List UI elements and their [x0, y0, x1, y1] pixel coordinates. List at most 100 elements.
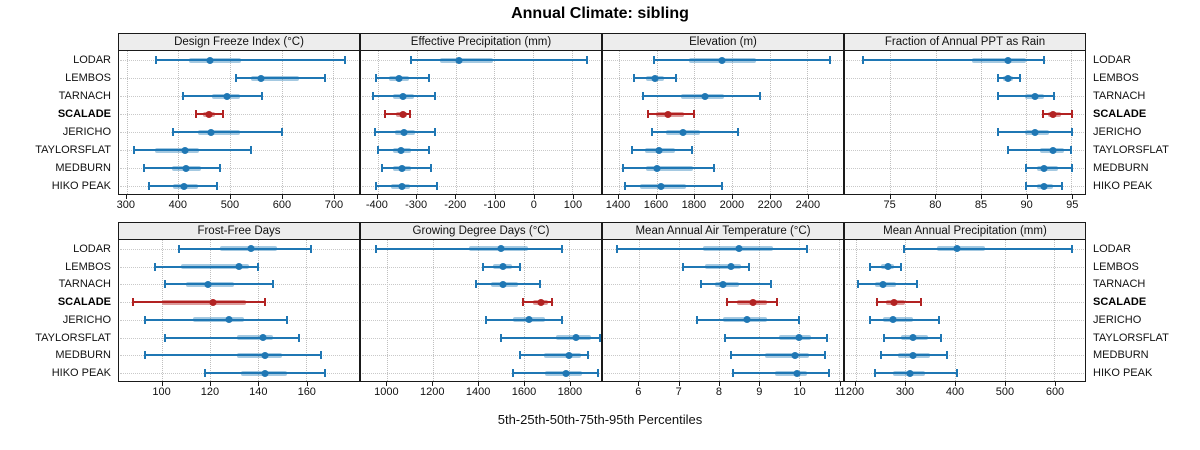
chart-title: Annual Climate: sibling	[511, 5, 689, 22]
gridline-vertical	[533, 51, 535, 194]
iqr-band-25th-75th	[188, 57, 242, 63]
whisker-cap	[163, 333, 166, 342]
whisker-cap	[410, 56, 413, 64]
whisker-5th-95th	[520, 354, 589, 357]
x-axis: 100 120 140 160	[118, 382, 360, 400]
axis-tick-label: 1800	[557, 386, 583, 398]
panel-plot	[844, 51, 1086, 195]
gridline-vertical	[759, 240, 760, 381]
median-dot	[749, 298, 757, 306]
gridline-vertical	[618, 51, 620, 194]
whisker-cap	[748, 262, 750, 271]
whisker-cap	[499, 333, 502, 342]
location-label-tarnach: TARNACH	[1093, 278, 1146, 291]
median-dot	[664, 110, 672, 118]
median-dot	[909, 334, 917, 342]
whisker-cap	[862, 56, 865, 64]
whisker-cap	[1070, 244, 1073, 253]
whisker-cap	[144, 315, 147, 324]
location-label-taylorsflat: TAYLORSFLAT	[1093, 144, 1169, 156]
whisker-cap	[1071, 164, 1074, 172]
whisker-cap	[681, 262, 684, 271]
axis-tick	[638, 382, 640, 386]
whisker-cap	[632, 74, 635, 82]
whisker-cap	[621, 164, 624, 172]
whisker-cap	[474, 280, 477, 289]
axis-tick	[759, 382, 761, 386]
gridline-vertical	[162, 240, 164, 381]
whisker-cap	[374, 182, 377, 190]
whisker-cap	[997, 92, 1000, 100]
whisker-cap	[938, 315, 941, 324]
axis-tick-label: 2000	[719, 199, 745, 211]
gridline-horizontal	[846, 114, 1084, 115]
location-label-taylorsflat: TAYLORSFLAT	[35, 144, 111, 156]
whisker-cap	[770, 280, 772, 289]
axis-tick	[416, 195, 418, 199]
percentile-legend: 5th-25th-50th-75th-95th Percentiles	[497, 412, 703, 427]
gridline-vertical	[377, 51, 379, 194]
panel-title: Growing Degree Days (°C)	[360, 222, 602, 240]
whisker-cap	[642, 92, 645, 100]
gridline-horizontal	[604, 168, 842, 169]
x-axis: 200 300 400 500 600	[844, 382, 1086, 400]
whisker-5th-95th	[858, 283, 917, 286]
whisker-5th-95th	[998, 95, 1055, 97]
whisker-5th-95th	[863, 59, 1045, 61]
whisker-5th-95th	[869, 318, 940, 321]
location-label-jericho: JERICHO	[1093, 313, 1142, 326]
whisker-cap	[726, 298, 728, 307]
gridline-vertical	[1054, 240, 1056, 381]
gridline-vertical	[855, 240, 857, 381]
panel-title: Effective Precipitation (mm)	[360, 33, 602, 51]
gridline-vertical	[656, 51, 658, 194]
whisker-cap	[587, 351, 590, 360]
gridline-horizontal	[846, 355, 1084, 357]
whisker-cap	[434, 92, 437, 100]
gridline-horizontal	[846, 150, 1084, 151]
whisker-cap	[828, 369, 830, 378]
iqr-band-25th-75th	[936, 246, 985, 252]
gridline-vertical	[807, 51, 809, 194]
panel-plot	[602, 240, 844, 382]
axis-tick	[478, 382, 480, 386]
iqr-band-25th-75th	[883, 317, 913, 323]
gridline-horizontal	[604, 114, 842, 115]
panel-fraction-of-annual-ppt-as-rain: Fraction of Annual PPT as Rain 75 80 85 90 95	[844, 33, 1086, 213]
axis-tick-label: 90	[1020, 199, 1033, 211]
whisker-cap	[776, 298, 778, 307]
whisker-5th-95th	[411, 59, 587, 61]
whisker-cap	[519, 351, 522, 360]
whisker-cap	[383, 110, 386, 118]
whisker-cap	[428, 146, 431, 154]
iqr-band-25th-75th	[715, 281, 739, 287]
axis-tick-label: 85	[974, 199, 988, 211]
gridline-horizontal	[362, 114, 600, 115]
axis-tick	[693, 195, 695, 199]
whisker-cap	[730, 351, 732, 360]
row-label-stack: LODAR LEMBOS TARNACH SCALADE JERICHO TAYLORSF…	[0, 240, 118, 382]
median-dot	[562, 369, 570, 377]
axis-tick-label: 200	[845, 386, 865, 398]
location-label-scalade: SCALADE	[57, 108, 111, 120]
whisker-cap	[271, 280, 274, 289]
iqr-band-25th-75th	[236, 352, 283, 358]
x-axis: 300 400 500 600 700	[117, 195, 360, 213]
whisker-cap	[163, 280, 166, 289]
whisker-cap	[319, 351, 322, 360]
median-dot	[791, 351, 799, 359]
whisker-cap	[876, 298, 879, 307]
gridline-horizontal	[846, 319, 1084, 321]
median-dot	[207, 128, 215, 136]
median-dot	[879, 280, 887, 288]
median-dot	[499, 280, 507, 288]
axis-tick-label: 2200	[757, 199, 783, 211]
gridline-horizontal	[846, 186, 1084, 187]
gridline-vertical	[694, 51, 696, 194]
location-label-lodar: LODAR	[73, 242, 111, 255]
median-dot	[261, 369, 269, 377]
axis-tick	[1072, 195, 1074, 199]
axis-tick-label: 1400	[465, 386, 491, 398]
median-dot	[499, 263, 507, 271]
whisker-5th-95th	[236, 77, 325, 79]
